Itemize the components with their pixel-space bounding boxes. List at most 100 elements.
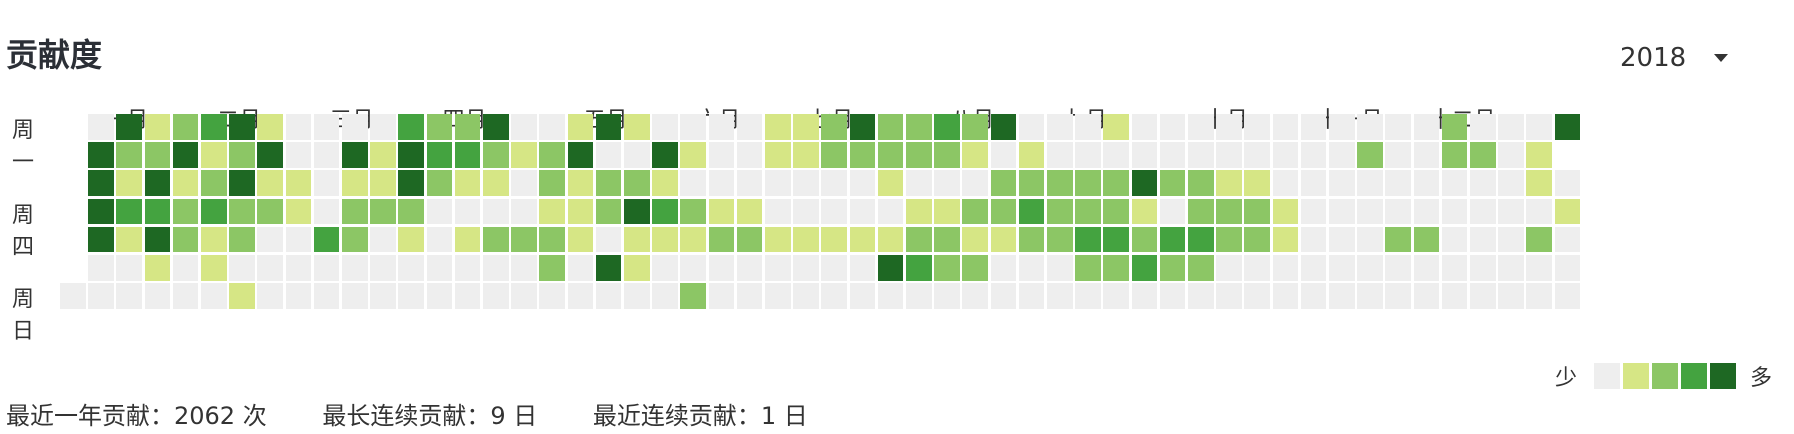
- heatmap-cell[interactable]: [1526, 142, 1552, 168]
- heatmap-cell[interactable]: [1329, 198, 1355, 225]
- heatmap-cell[interactable]: [285, 198, 312, 225]
- heatmap-cell[interactable]: [88, 198, 114, 225]
- heatmap-cell[interactable]: [990, 114, 1017, 140]
- heatmap-cell[interactable]: [1131, 198, 1158, 225]
- heatmap-cell[interactable]: [1554, 283, 1581, 309]
- heatmap-cell[interactable]: [1526, 226, 1552, 253]
- heatmap-cell[interactable]: [1216, 198, 1242, 225]
- heatmap-cell[interactable]: [88, 142, 114, 168]
- heatmap-cell[interactable]: [1047, 170, 1073, 196]
- heatmap-cell[interactable]: [1357, 226, 1383, 253]
- heatmap-cell[interactable]: [1385, 198, 1411, 225]
- heatmap-cell[interactable]: [934, 255, 960, 281]
- heatmap-cell[interactable]: [342, 255, 368, 281]
- heatmap-cell[interactable]: [1357, 198, 1383, 225]
- heatmap-cell[interactable]: [1103, 255, 1129, 281]
- heatmap-cell[interactable]: [1272, 283, 1299, 309]
- heatmap-cell[interactable]: [1188, 142, 1214, 168]
- heatmap-cell[interactable]: [1413, 198, 1440, 225]
- heatmap-cell[interactable]: [398, 198, 424, 225]
- heatmap-cell[interactable]: [116, 226, 142, 253]
- heatmap-cell[interactable]: [934, 226, 960, 253]
- heatmap-cell[interactable]: [1075, 170, 1101, 196]
- heatmap-cell[interactable]: [370, 226, 396, 253]
- heatmap-cell[interactable]: [1470, 114, 1496, 140]
- heatmap-cell[interactable]: [1441, 142, 1468, 168]
- heatmap-cell[interactable]: [1075, 142, 1101, 168]
- heatmap-cell[interactable]: [1357, 283, 1383, 309]
- heatmap-cell[interactable]: [1498, 142, 1524, 168]
- heatmap-cell[interactable]: [1329, 226, 1355, 253]
- heatmap-cell[interactable]: [172, 283, 199, 309]
- heatmap-cell[interactable]: [511, 142, 537, 168]
- heatmap-cell[interactable]: [1131, 142, 1158, 168]
- heatmap-cell[interactable]: [821, 283, 847, 309]
- heatmap-cell[interactable]: [1385, 255, 1411, 281]
- heatmap-cell[interactable]: [765, 283, 791, 309]
- heatmap-cell[interactable]: [1075, 226, 1101, 253]
- heatmap-cell[interactable]: [934, 142, 960, 168]
- heatmap-cell[interactable]: [708, 142, 735, 168]
- heatmap-cell[interactable]: [708, 170, 735, 196]
- heatmap-cell[interactable]: [88, 170, 114, 196]
- heatmap-cell[interactable]: [652, 226, 678, 253]
- heatmap-cell[interactable]: [1385, 283, 1411, 309]
- heatmap-cell[interactable]: [1103, 226, 1129, 253]
- heatmap-cell[interactable]: [595, 255, 622, 281]
- heatmap-cell[interactable]: [1272, 226, 1299, 253]
- heatmap-cell[interactable]: [1244, 255, 1270, 281]
- heatmap-cell[interactable]: [1357, 170, 1383, 196]
- heatmap-cell[interactable]: [144, 255, 171, 281]
- heatmap-cell[interactable]: [229, 170, 255, 196]
- heatmap-cell[interactable]: [934, 170, 960, 196]
- heatmap-cell[interactable]: [990, 226, 1017, 253]
- heatmap-cell[interactable]: [342, 198, 368, 225]
- heatmap-cell[interactable]: [1300, 142, 1327, 168]
- heatmap-cell[interactable]: [172, 255, 199, 281]
- heatmap-cell[interactable]: [849, 283, 876, 309]
- heatmap-cell[interactable]: [680, 114, 706, 140]
- heatmap-cell[interactable]: [765, 114, 791, 140]
- heatmap-cell[interactable]: [229, 226, 255, 253]
- heatmap-cell[interactable]: [1159, 114, 1186, 140]
- heatmap-cell[interactable]: [962, 255, 988, 281]
- heatmap-cell[interactable]: [1018, 170, 1045, 196]
- heatmap-cell[interactable]: [906, 255, 932, 281]
- heatmap-cell[interactable]: [313, 170, 340, 196]
- heatmap-cell[interactable]: [595, 226, 622, 253]
- heatmap-cell[interactable]: [1131, 170, 1158, 196]
- heatmap-cell[interactable]: [1047, 283, 1073, 309]
- heatmap-cell[interactable]: [793, 198, 819, 225]
- heatmap-cell[interactable]: [1103, 283, 1129, 309]
- heatmap-cell[interactable]: [1441, 114, 1468, 140]
- heatmap-cell[interactable]: [652, 114, 678, 140]
- heatmap-cell[interactable]: [1216, 170, 1242, 196]
- heatmap-cell[interactable]: [1385, 114, 1411, 140]
- heatmap-cell[interactable]: [1159, 255, 1186, 281]
- heatmap-cell[interactable]: [849, 255, 876, 281]
- heatmap-cell[interactable]: [821, 170, 847, 196]
- heatmap-cell[interactable]: [88, 114, 114, 140]
- heatmap-cell[interactable]: [257, 283, 283, 309]
- heatmap-cell[interactable]: [426, 226, 453, 253]
- heatmap-cell[interactable]: [201, 226, 227, 253]
- heatmap-cell[interactable]: [229, 114, 255, 140]
- heatmap-cell[interactable]: [313, 226, 340, 253]
- heatmap-cell[interactable]: [454, 170, 481, 196]
- heatmap-cell[interactable]: [736, 255, 763, 281]
- heatmap-cell[interactable]: [1047, 255, 1073, 281]
- heatmap-cell[interactable]: [624, 114, 650, 140]
- heatmap-cell[interactable]: [370, 255, 396, 281]
- heatmap-cell[interactable]: [257, 114, 283, 140]
- heatmap-cell[interactable]: [285, 142, 312, 168]
- heatmap-cell[interactable]: [370, 283, 396, 309]
- heatmap-cell[interactable]: [793, 255, 819, 281]
- heatmap-cell[interactable]: [257, 198, 283, 225]
- heatmap-cell[interactable]: [849, 142, 876, 168]
- heatmap-cell[interactable]: [567, 170, 594, 196]
- year-select[interactable]: 2018: [1620, 38, 1760, 78]
- heatmap-cell[interactable]: [1216, 114, 1242, 140]
- heatmap-cell[interactable]: [1498, 198, 1524, 225]
- heatmap-cell[interactable]: [454, 142, 481, 168]
- heatmap-cell[interactable]: [116, 142, 142, 168]
